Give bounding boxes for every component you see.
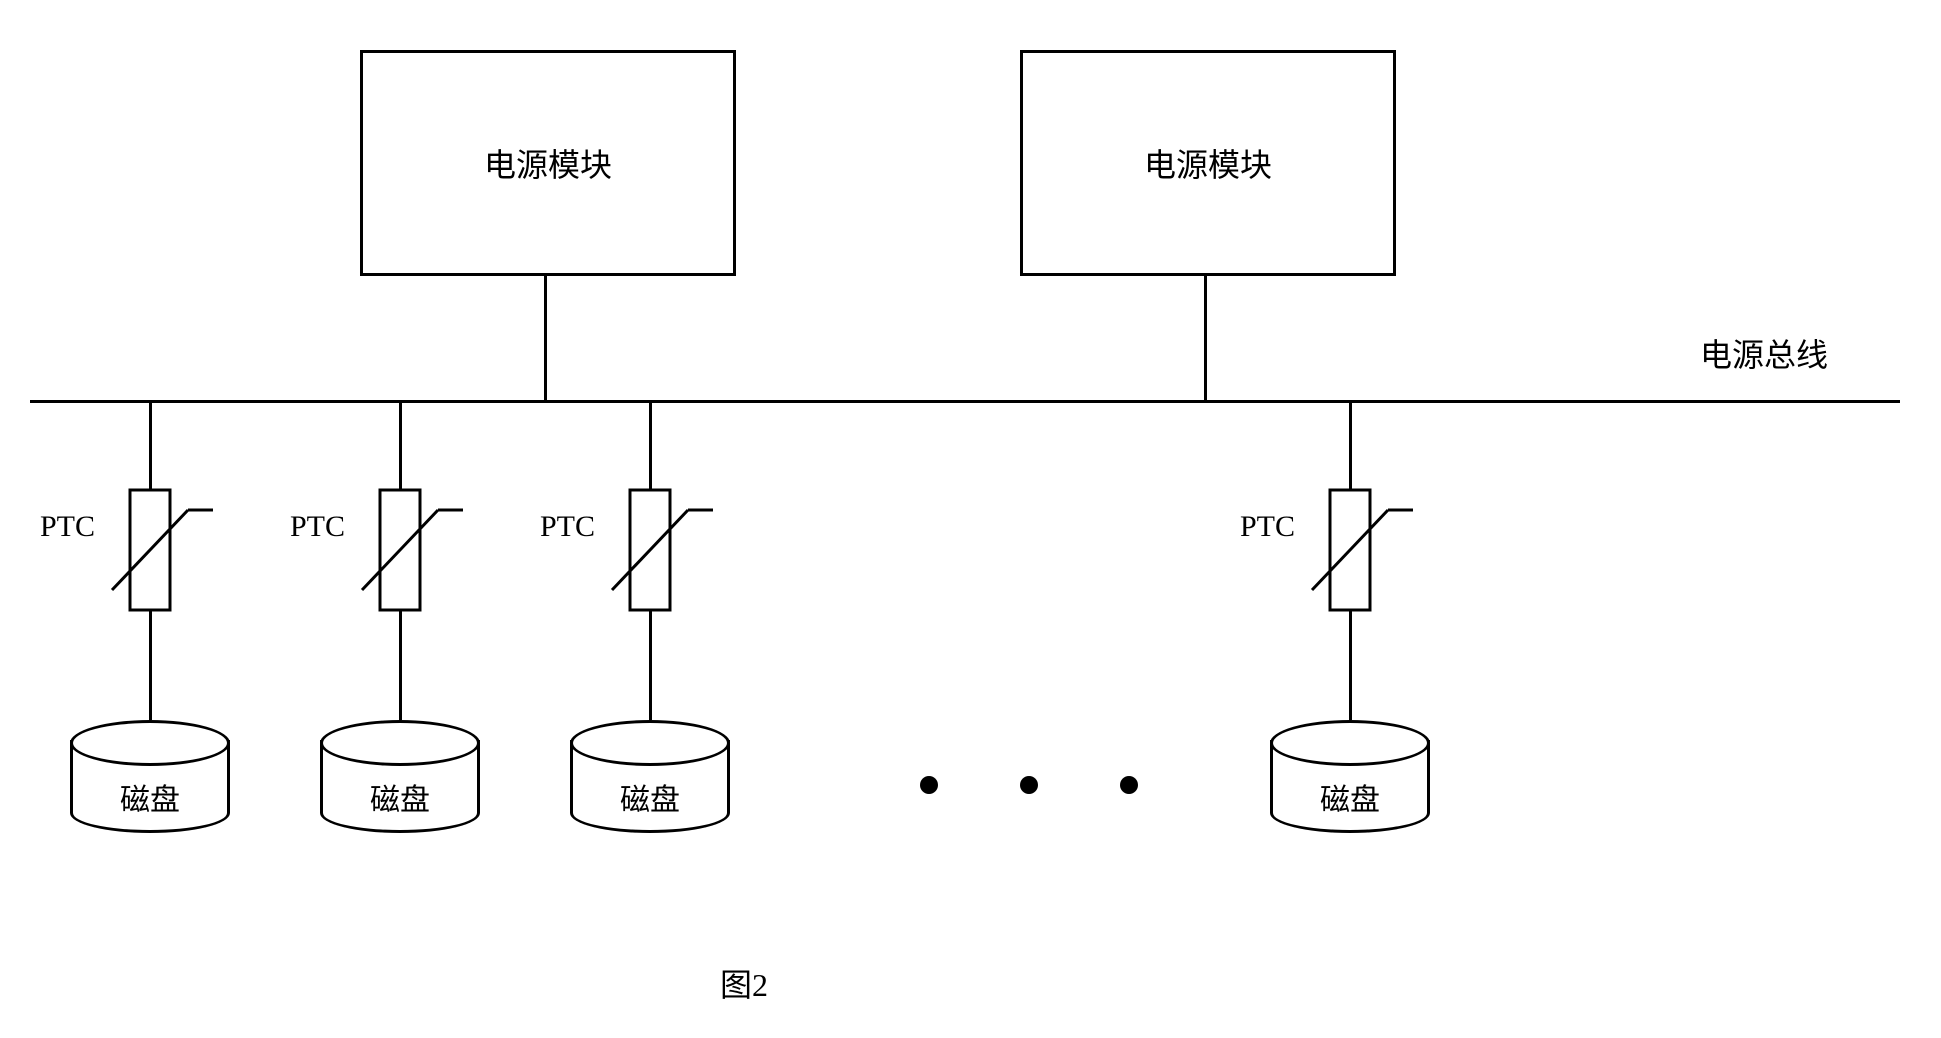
power-bus-label: 电源总线 — [1700, 330, 1828, 376]
connector-line — [1204, 273, 1207, 400]
power-module-box: 电源模块 — [360, 50, 736, 276]
power-module-label: 电源模块 — [1144, 140, 1272, 186]
ellipsis-dot — [1020, 776, 1038, 794]
disk-label: 磁盘 — [320, 775, 480, 819]
connector-line — [399, 610, 402, 720]
figure-caption: 图2 — [720, 960, 768, 1006]
ellipsis-dot — [1120, 776, 1138, 794]
connector-line — [1349, 610, 1352, 720]
power-module-box: 电源模块 — [1020, 50, 1396, 276]
disk-label: 磁盘 — [570, 775, 730, 819]
disk-symbol: 磁盘 — [1270, 720, 1430, 850]
disk-symbol: 磁盘 — [570, 720, 730, 850]
disk-symbol: 磁盘 — [320, 720, 480, 850]
connector-line — [544, 273, 547, 400]
disk-label: 磁盘 — [70, 775, 230, 819]
power-module-label: 电源模块 — [484, 140, 612, 186]
ellipsis-dot — [920, 776, 938, 794]
disk-label: 磁盘 — [1270, 775, 1430, 819]
power-bus-line — [30, 400, 1900, 403]
disk-symbol: 磁盘 — [70, 720, 230, 850]
connector-line — [649, 610, 652, 720]
connector-line — [149, 610, 152, 720]
